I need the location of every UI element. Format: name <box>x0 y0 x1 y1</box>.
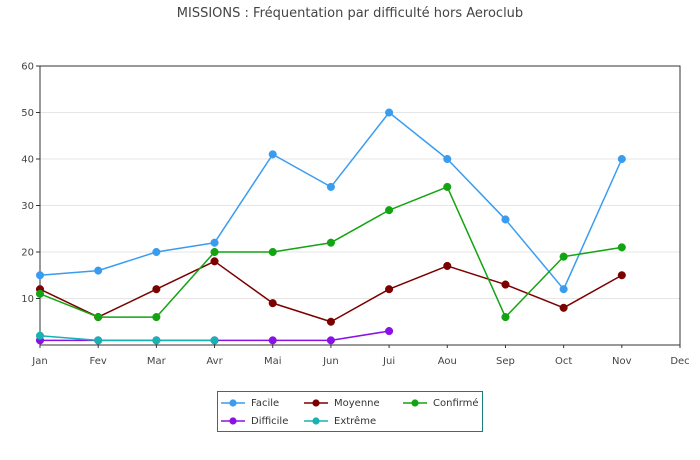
legend-item: Moyenne <box>303 395 380 411</box>
data-point <box>326 317 335 326</box>
data-point <box>385 206 394 215</box>
data-point <box>152 247 161 257</box>
x-tick-label: Jan <box>31 356 47 367</box>
x-tick-label: Nov <box>612 356 632 367</box>
data-point <box>501 313 510 322</box>
data-point <box>35 289 45 298</box>
legend-symbol <box>221 399 245 407</box>
legend-symbol <box>304 417 328 425</box>
x-tick-label: Avr <box>206 356 223 367</box>
data-point <box>326 238 335 247</box>
series-2 <box>35 182 626 322</box>
data-point <box>443 261 452 271</box>
x-tick-label: Sep <box>496 356 515 367</box>
y-tick-label: 60 <box>21 62 34 73</box>
data-point <box>385 285 394 294</box>
series-1 <box>35 257 626 326</box>
data-point <box>617 243 626 252</box>
chart-title: MISSIONS : Fréquentation par difficulté … <box>176 6 524 21</box>
chart-legend: Facile Moyenne Confirmé Difficile Extrême <box>217 391 483 432</box>
series-line <box>39 260 623 323</box>
data-point <box>35 331 45 340</box>
data-point <box>559 285 568 294</box>
x-tick-label: Jun <box>322 356 339 367</box>
data-point <box>501 215 510 224</box>
series-line <box>39 111 623 290</box>
data-point <box>326 182 335 191</box>
data-point <box>501 280 510 289</box>
data-point <box>443 182 452 191</box>
legend-item: Difficile <box>220 413 288 429</box>
x-tick-label: Dec <box>670 356 689 367</box>
data-point <box>385 108 394 117</box>
y-tick-label: 50 <box>21 108 34 119</box>
data-point <box>268 150 277 159</box>
data-point <box>268 299 277 308</box>
data-point <box>559 252 568 261</box>
legend-label: Moyenne <box>334 397 380 409</box>
data-point <box>268 247 277 257</box>
data-point <box>152 336 161 345</box>
x-tick-label: Mai <box>264 356 282 367</box>
data-point <box>94 266 103 275</box>
data-point <box>152 285 161 294</box>
legend-item: Confirmé <box>402 395 479 411</box>
legend-label: Facile <box>251 397 280 409</box>
data-point <box>210 247 219 257</box>
data-point <box>210 238 219 247</box>
data-point <box>35 271 45 280</box>
legend-label: Confirmé <box>433 397 479 409</box>
legend-symbol <box>221 417 245 425</box>
data-point <box>385 327 394 336</box>
x-tick-label: Fev <box>90 356 107 367</box>
data-point <box>94 336 103 345</box>
x-tick-label: Jui <box>382 356 395 367</box>
series-line <box>39 334 215 342</box>
y-tick-label: 40 <box>21 155 34 166</box>
legend-label: Difficile <box>251 415 289 427</box>
legend-symbol <box>304 399 328 407</box>
data-point <box>152 313 161 322</box>
series-0 <box>35 108 626 294</box>
x-tick-label: Oct <box>555 356 572 367</box>
series-4 <box>35 331 219 345</box>
legend-label: Extrême <box>334 415 377 427</box>
legend-symbol <box>403 399 427 407</box>
data-point <box>617 154 626 164</box>
y-tick-label: 10 <box>21 294 34 305</box>
x-tick-label: Aou <box>438 356 457 367</box>
data-point <box>326 336 335 345</box>
data-point <box>210 336 219 345</box>
data-point <box>559 303 568 312</box>
legend-item: Extrême <box>303 413 376 429</box>
y-tick-label: 30 <box>21 201 34 212</box>
data-point <box>617 271 626 280</box>
data-point <box>268 336 277 345</box>
y-tick-label: 20 <box>21 248 34 259</box>
data-point <box>94 313 103 322</box>
data-point <box>443 154 452 164</box>
legend-item: Facile <box>220 395 279 411</box>
data-point <box>210 257 219 266</box>
x-tick-label: Mar <box>147 356 167 367</box>
